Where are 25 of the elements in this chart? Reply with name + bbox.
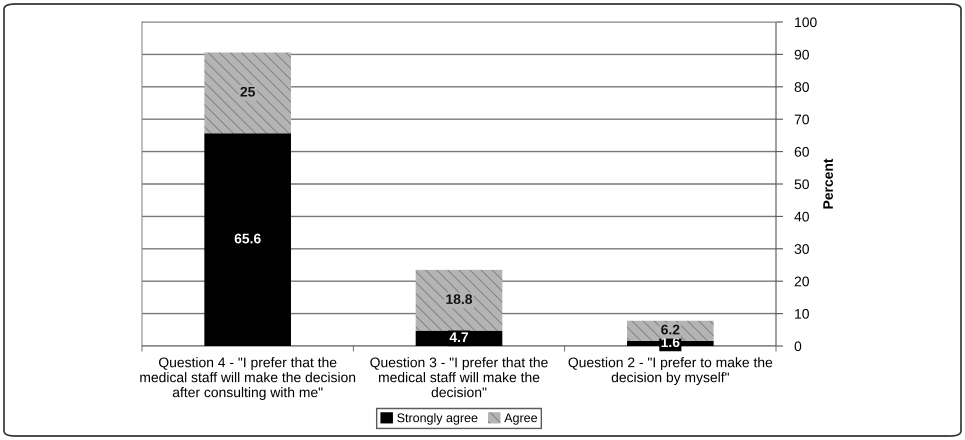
- y-tick-label: 0: [794, 341, 802, 352]
- data-label: 25: [240, 86, 256, 97]
- y-tick-label: 30: [794, 244, 809, 254]
- y-tick-label: 50: [794, 179, 809, 190]
- x-tick-label: Question 2 - "I prefer to make the decision by myself": [568, 357, 772, 386]
- y-tick-label: 100: [795, 17, 817, 28]
- x-tick-label: Question 3 - "I prefer that the medical staff will make the decision": [370, 357, 548, 398]
- y-tick-label: 80: [794, 82, 809, 92]
- x-tick-label: Question 4 - "I prefer that the medical staff will make the decision after consulting with me": [140, 357, 356, 400]
- y-tick-label: 20: [794, 276, 809, 286]
- y-tick-label: 60: [794, 146, 809, 157]
- bar: [204, 52, 291, 134]
- legend-label: Agree: [504, 414, 538, 425]
- y-tick-label: 70: [794, 114, 809, 124]
- y-axis-title: Percent: [823, 158, 833, 209]
- data-label: 6.2: [661, 324, 680, 334]
- bar: [204, 133, 291, 346]
- legend-label: Strongly agree: [397, 413, 478, 425]
- data-label: 4.7: [450, 332, 468, 342]
- bar: [416, 270, 502, 331]
- data-label: 18.8: [446, 294, 472, 304]
- y-tick-label: 10: [795, 308, 809, 319]
- y-tick-label: 40: [794, 212, 809, 222]
- data-label: 65.6: [234, 234, 261, 244]
- y-tick-label: 90: [794, 50, 809, 60]
